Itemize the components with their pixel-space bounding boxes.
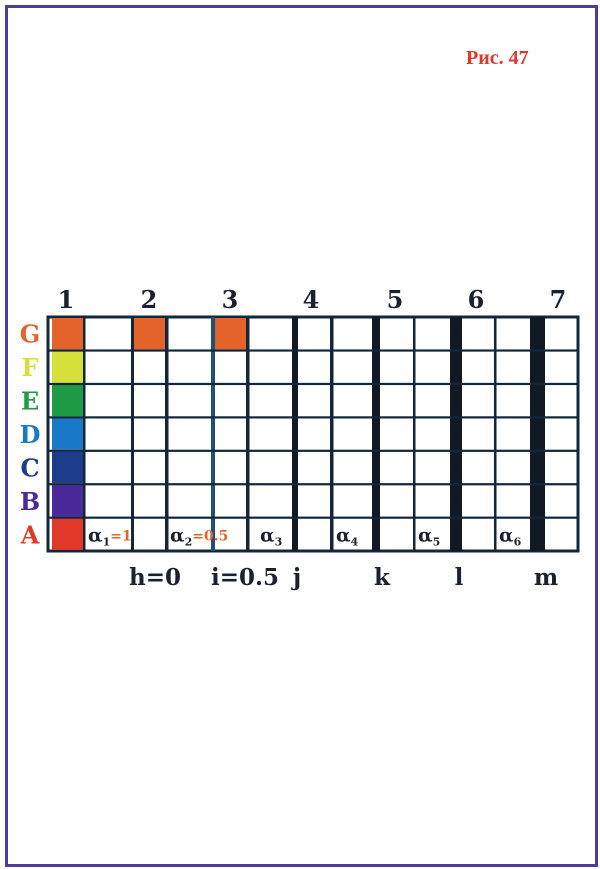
grid-line-horizontal [48, 449, 578, 452]
row-label-D: D [20, 420, 41, 449]
row-label-G: G [20, 320, 41, 349]
alpha-label: α1=1 [88, 524, 132, 548]
alpha-label: α3 [260, 524, 282, 548]
color-cell-F [52, 351, 83, 383]
alpha-label: α6 [499, 524, 522, 548]
column-label-5: 5 [387, 285, 404, 314]
thick-divider [372, 317, 380, 551]
bottom-label: j [291, 564, 301, 591]
grid-line-horizontal [48, 483, 578, 486]
column-label-7: 7 [550, 285, 567, 314]
column-label-1: 1 [58, 285, 75, 314]
grid-outline [46, 315, 580, 553]
grid-line-vertical [83, 317, 86, 551]
grid-line-vertical [494, 317, 497, 551]
grid-line-horizontal [48, 416, 578, 419]
alpha-label: α5 [418, 524, 440, 548]
row-label-A: A [20, 520, 40, 549]
grid-line-vertical [165, 317, 169, 551]
bottom-label: k [374, 564, 391, 591]
row-label-F: F [21, 353, 38, 382]
figure-label: Рис. 47 [466, 47, 529, 69]
alpha-label: α4 [336, 524, 359, 548]
grid-line-vertical [131, 317, 134, 551]
alpha-label: α2=0.5 [170, 524, 228, 548]
bottom-label: l [455, 564, 464, 591]
grid-line-vertical [211, 317, 215, 551]
column-label-3: 3 [222, 285, 239, 314]
row-label-E: E [21, 387, 39, 416]
color-cell-E [52, 384, 83, 417]
page-frame [5, 5, 598, 867]
grid-line-horizontal [48, 349, 578, 352]
color-cell-D [52, 418, 83, 450]
color-cell-B [52, 485, 83, 517]
bottom-label: i=0.5 [211, 564, 279, 591]
grid-line-vertical [246, 317, 250, 551]
column-label-6: 6 [468, 285, 485, 314]
color-cell-C [52, 451, 83, 484]
row-label-B: B [20, 487, 40, 516]
thick-divider [450, 317, 462, 551]
highlight-cell-G3 [215, 318, 246, 350]
grid-line-horizontal [48, 382, 578, 386]
grid-line-vertical [330, 317, 334, 551]
column-label-2: 2 [141, 285, 158, 314]
grid-line-vertical [413, 317, 416, 551]
bottom-label: m [534, 564, 558, 591]
column-label-4: 4 [303, 285, 320, 314]
bottom-label: h=0 [129, 564, 181, 591]
thick-divider [292, 317, 298, 551]
thick-divider [530, 317, 545, 551]
color-cell-A [52, 518, 83, 550]
highlight-cell-G2 [134, 318, 165, 350]
row-label-C: C [20, 453, 39, 482]
color-cell-G [52, 318, 83, 350]
grid-line-horizontal [48, 516, 578, 519]
